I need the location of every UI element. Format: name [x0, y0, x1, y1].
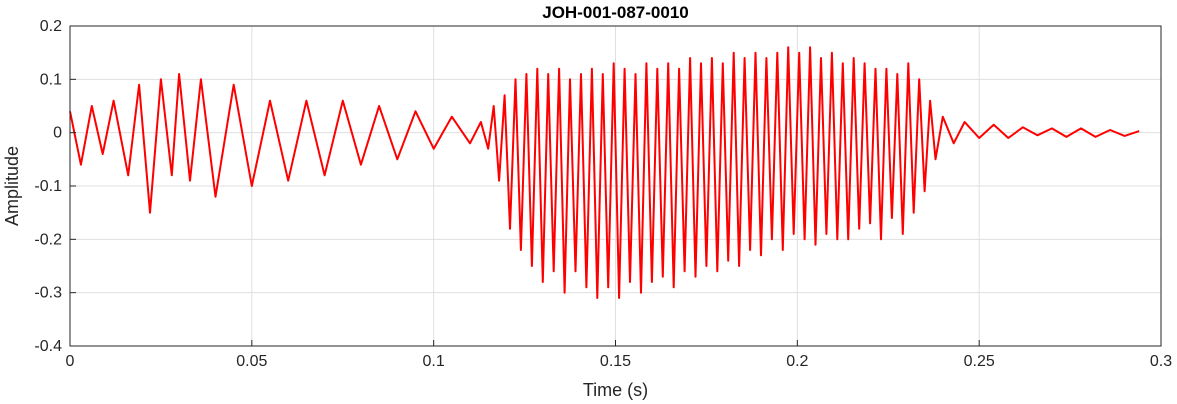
y-tick-label: -0.3	[34, 285, 62, 302]
y-tick-label: -0.1	[34, 178, 62, 195]
x-tick-label: 0.2	[786, 353, 808, 370]
x-tick-label: 0.25	[964, 353, 995, 370]
x-tick-label: 0.1	[423, 353, 445, 370]
y-tick-label: 0	[53, 125, 62, 142]
y-tick-label: 0.2	[40, 18, 62, 35]
y-tick-label: -0.4	[34, 338, 62, 355]
series-layer	[69, 46, 1140, 299]
x-tick-label: 0.3	[1150, 353, 1172, 370]
y-tick-label: 0.1	[40, 71, 62, 88]
x-tick-label: 0.05	[236, 353, 267, 370]
x-axis-label: Time (s)	[583, 380, 648, 400]
x-tick-label: 0	[66, 353, 75, 370]
chart-title: JOH-001-087-0010	[542, 3, 688, 22]
y-axis-label: Amplitude	[2, 146, 22, 226]
amplitude-series-line	[69, 46, 1140, 299]
y-tick-label: -0.2	[34, 231, 62, 248]
axis-ticks: 0 0.05 0.1 0.15 0.2 0.25 0.3 -0.4 -0.3 -0.2 -0.1 0 0…	[34, 18, 1172, 370]
x-tick-label: 0.15	[600, 353, 631, 370]
